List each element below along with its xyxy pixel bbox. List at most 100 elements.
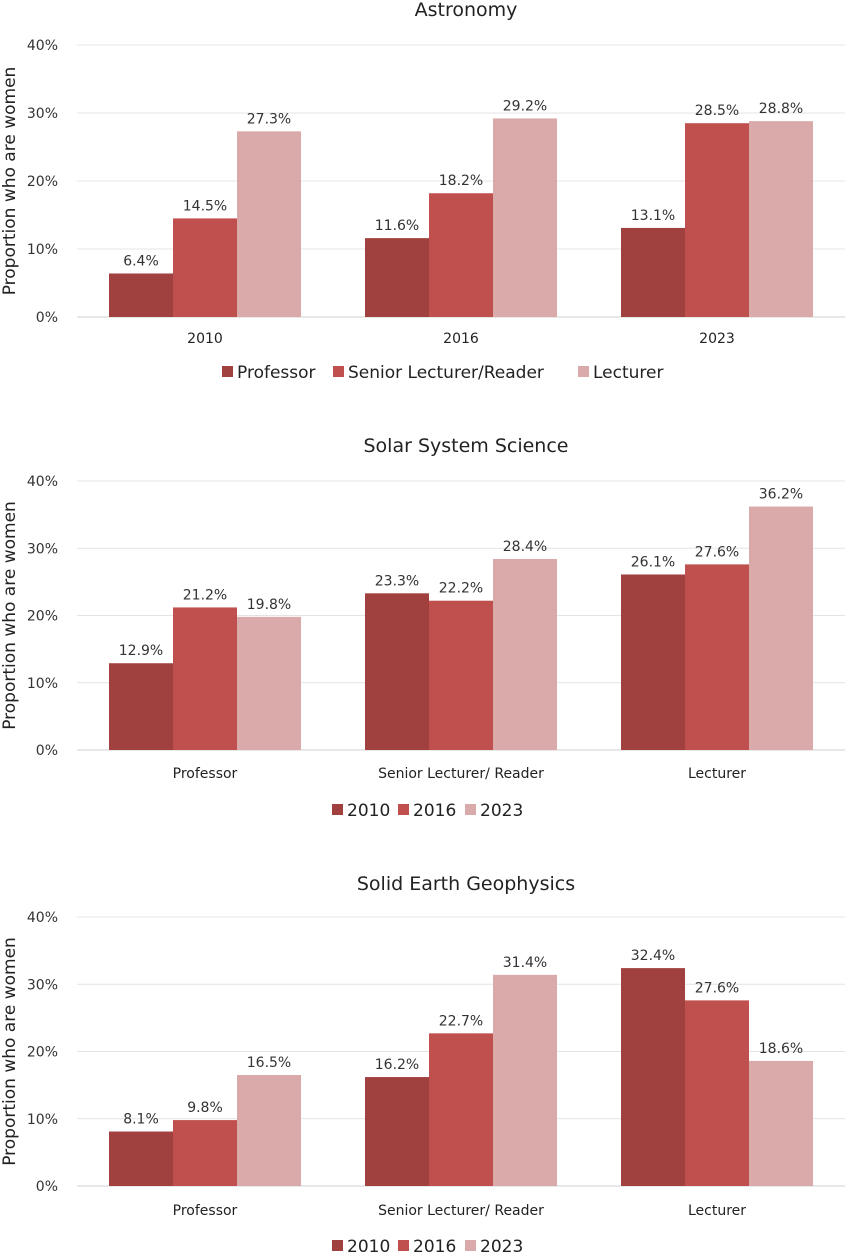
bar [173,218,237,317]
legend-label: 2023 [480,1237,523,1254]
legend-swatch [398,804,409,815]
y-tick-label: 30% [27,977,58,993]
bar [365,593,429,750]
bar [109,273,173,317]
data-label: 28.5% [695,103,739,119]
y-axis-label: Proportion who are women [0,67,20,296]
chart-title: Solid Earth Geophysics [357,873,575,895]
bar [685,1000,749,1186]
bar [429,193,493,317]
y-tick-label: 20% [27,174,58,190]
x-category-label: Senior Lecturer/ Reader [378,766,544,782]
data-label: 31.4% [503,955,547,971]
y-tick-label: 0% [36,743,58,759]
bar [173,1120,237,1186]
data-label: 22.7% [439,1013,483,1029]
x-category-label: 2010 [187,331,223,347]
y-tick-label: 10% [27,1112,58,1128]
x-category-label: Professor [173,766,238,782]
y-tick-label: 20% [27,1045,58,1061]
x-category-label: Lecturer [688,1203,746,1219]
y-tick-label: 30% [27,106,58,122]
legend-label: 2016 [413,1237,456,1254]
y-tick-label: 10% [27,242,58,258]
data-label: 26.1% [631,554,675,570]
bar [493,974,557,1186]
bar [173,607,237,750]
y-tick-label: 40% [27,910,58,926]
chart-solid-earth-geophysics: Solid Earth Geophysics 0% 10% 20% 30% 40% Prop… [0,873,845,1254]
data-label: 23.3% [375,573,419,589]
legend-label: 2023 [480,801,523,821]
data-label: 28.4% [503,539,547,555]
data-label: 8.1% [123,1112,159,1128]
x-category-label: Professor [173,1203,238,1219]
legend-label: Professor [237,363,316,383]
data-label: 9.8% [187,1100,223,1116]
bar [685,564,749,750]
chart-title: Solar System Science [363,435,568,457]
bar [749,121,813,317]
chart-solar-system-science: Solar System Science 0% 10% 20% 30% 40% Propor… [0,435,845,821]
data-label: 22.2% [439,581,483,597]
legend: Professor Senior Lecturer/Reader Lecturer [222,363,663,383]
bar [621,574,685,750]
y-axis-label: Proportion who are women [0,937,20,1166]
bar [493,118,557,317]
legend-swatch [578,366,589,377]
legend-swatch [332,804,343,815]
x-category-label: 2023 [699,331,735,347]
bar [621,227,685,317]
bar [237,616,301,750]
y-tick-label: 0% [36,310,58,326]
y-axis-label: Proportion who are women [0,501,20,730]
legend-swatch [332,1240,343,1251]
bar [685,123,749,317]
bar [749,1060,813,1186]
x-category-label: Lecturer [688,766,746,782]
bar [621,968,685,1186]
data-label: 12.9% [119,643,163,659]
y-tick-label: 30% [27,541,58,557]
bar [365,238,429,317]
data-label: 27.6% [695,544,739,560]
data-label: 19.8% [247,597,291,613]
legend: 2010 2016 2023 [332,801,523,821]
bar [109,1131,173,1186]
data-label: 29.2% [503,98,547,114]
data-label: 16.5% [247,1055,291,1071]
legend-label: 2010 [347,1237,390,1254]
data-label: 27.6% [695,980,739,996]
data-label: 11.6% [375,218,419,234]
bar [749,506,813,750]
x-category-label: 2016 [443,331,479,347]
data-label: 6.4% [123,253,159,269]
legend: 2010 2016 2023 [332,1237,523,1254]
legend-swatch [222,366,233,377]
y-tick-label: 10% [27,676,58,692]
data-label: 18.2% [439,173,483,189]
legend-swatch [333,366,344,377]
bar [429,1033,493,1186]
y-tick-label: 40% [27,474,58,490]
chart-astronomy: Astronomy 0% 10% 20% 30% 40% Proportion who ar… [0,0,845,383]
x-category-label: Senior Lecturer/ Reader [378,1203,544,1219]
legend-swatch [465,804,476,815]
bar [109,663,173,750]
data-label: 13.1% [631,208,675,224]
legend-label: 2016 [413,801,456,821]
data-label: 32.4% [631,948,675,964]
bar [365,1077,429,1186]
bar [429,600,493,750]
y-tick-label: 40% [27,38,58,54]
data-label: 28.8% [759,101,803,117]
legend-swatch [465,1240,476,1251]
data-label: 21.2% [183,587,227,603]
data-label: 16.2% [375,1057,419,1073]
bar [493,559,557,750]
data-label: 27.3% [247,111,291,127]
legend-swatch [398,1240,409,1251]
data-label: 14.5% [183,198,227,214]
y-tick-label: 0% [36,1179,58,1195]
